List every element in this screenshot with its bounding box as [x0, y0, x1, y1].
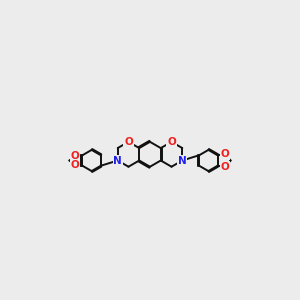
Text: O: O	[124, 137, 133, 147]
Text: O: O	[221, 162, 230, 172]
Text: N: N	[113, 155, 122, 166]
Text: O: O	[70, 151, 79, 161]
Text: O: O	[221, 149, 230, 159]
Text: O: O	[167, 137, 176, 147]
Text: O: O	[70, 160, 79, 170]
Text: N: N	[178, 155, 187, 166]
